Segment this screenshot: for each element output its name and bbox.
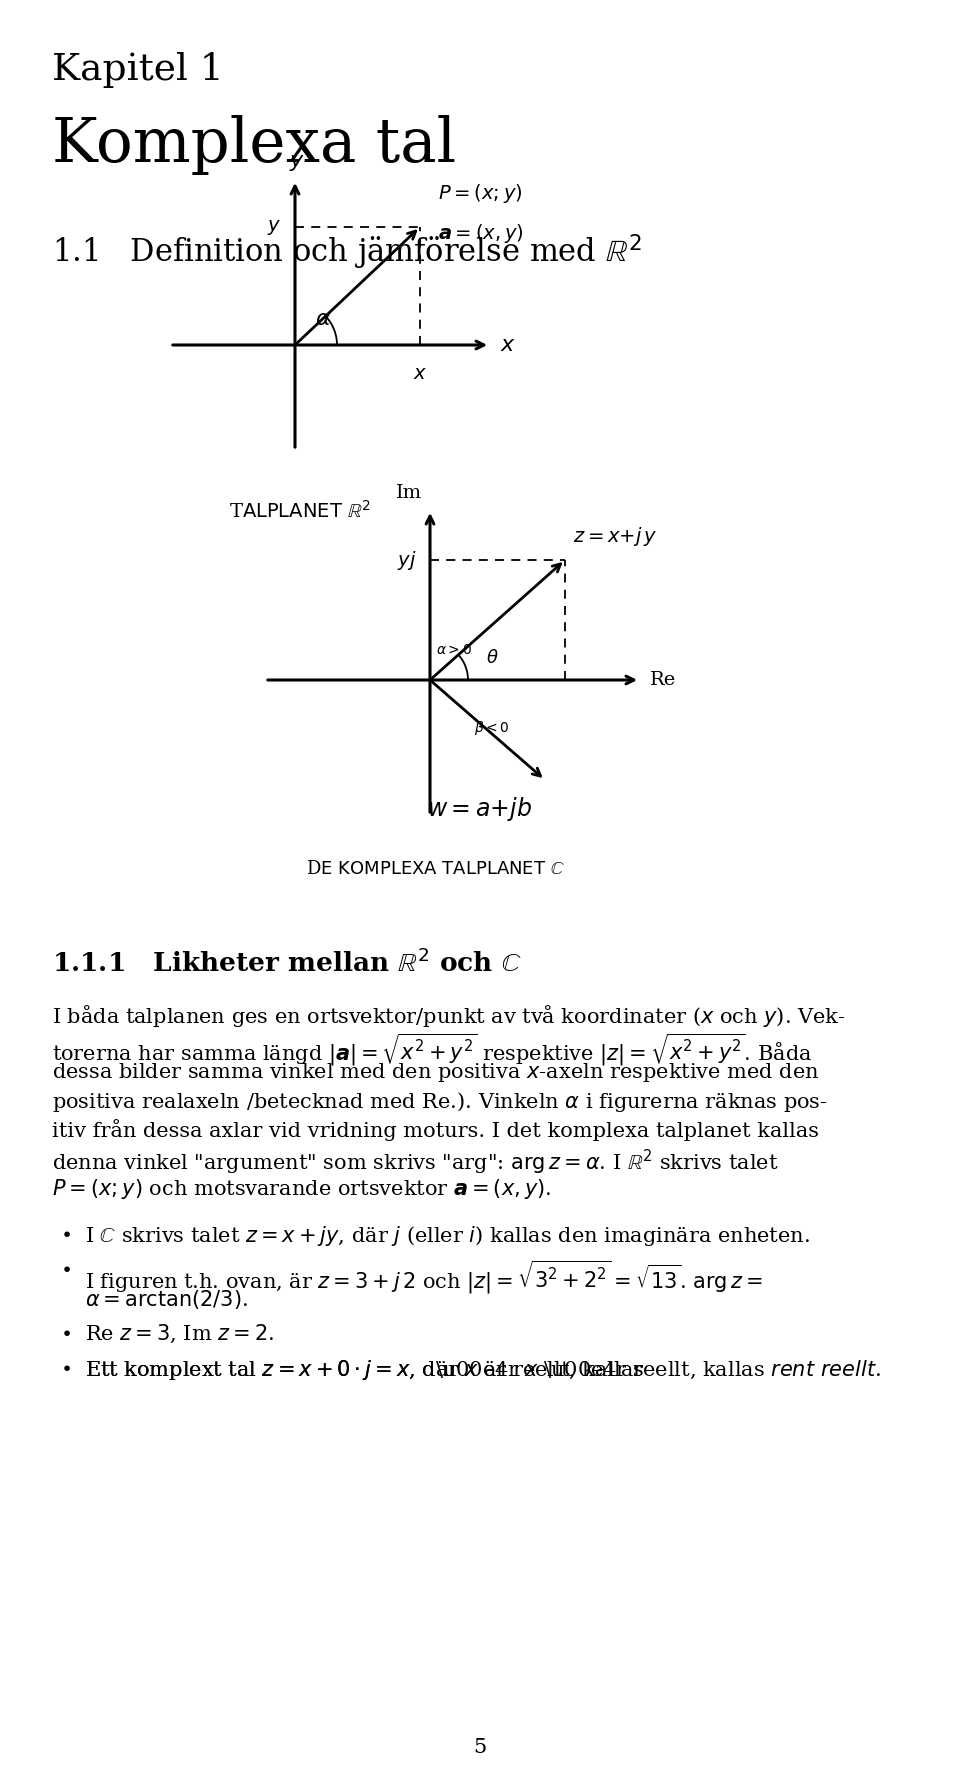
Text: 1.1   Definition och jämförelse med $\mathbb{R}^2$: 1.1 Definition och jämförelse med $\math… [52,232,641,271]
Text: $w{=}a{+}jb$: $w{=}a{+}jb$ [427,796,533,822]
Text: $P = (x;y)$ och motsvarande ortsvektor $\boldsymbol{a} = (x, y)$.: $P = (x;y)$ och motsvarande ortsvektor $… [52,1177,551,1201]
Text: Im: Im [396,484,422,501]
Text: itiv från dessa axlar vid vridning moturs. I det komplexa talplanet kallas: itiv från dessa axlar vid vridning motur… [52,1118,819,1141]
Text: $\boldsymbol{a}{=}(x,y)$: $\boldsymbol{a}{=}(x,y)$ [438,222,524,245]
Text: $\alpha$: $\alpha$ [315,308,331,330]
Text: $z{=}x{+}j\,y$: $z{=}x{+}j\,y$ [573,525,658,548]
Text: Re: Re [650,672,676,689]
Text: dessa bilder samma vinkel med den positiva $x$-axeln respektive med den: dessa bilder samma vinkel med den positi… [52,1061,819,1084]
Text: T$\mathrm{ALPLANET}\ \mathbb{R}^2$: T$\mathrm{ALPLANET}\ \mathbb{R}^2$ [228,500,372,523]
Text: $\alpha{>}0$: $\alpha{>}0$ [436,643,472,657]
Text: $\theta$: $\theta$ [486,649,498,666]
Text: $\bullet$: $\bullet$ [60,1224,70,1242]
Text: 1.1.1   Likheter mellan $\mathbb{R}^2$ och $\mathbb{C}$: 1.1.1 Likheter mellan $\mathbb{R}^2$ och… [52,948,522,976]
Text: D$\mathrm{E\ KOMPLEXA\ TALPLANET}\ \mathbb{C}$: D$\mathrm{E\ KOMPLEXA\ TALPLANET}\ \math… [305,859,564,877]
Text: denna vinkel "argument" som skrivs "arg": $\arg z = \alpha$. I $\mathbb{R}^2$ sk: denna vinkel "argument" som skrivs "arg"… [52,1148,779,1177]
Text: $\alpha = \arctan(2/3)$.: $\alpha = \arctan(2/3)$. [85,1288,248,1311]
Text: $y$: $y$ [267,218,281,236]
Text: $\bullet$: $\bullet$ [60,1357,70,1377]
Text: $\beta{<}0$: $\beta{<}0$ [474,719,510,737]
Text: $\bullet$: $\bullet$ [60,1324,70,1341]
Text: I $\mathbb{C}$ skrivs talet $z = x+jy$, där $j$ (eller $i$) kallas den imaginära: I $\mathbb{C}$ skrivs talet $z = x+jy$, … [85,1224,810,1247]
Text: $y$: $y$ [289,151,305,174]
Text: Komplexa tal: Komplexa tal [52,115,456,175]
Text: $P{=}(x;y)$: $P{=}(x;y)$ [438,183,523,206]
Text: Re $z = 3$, Im $z = 2$.: Re $z = 3$, Im $z = 2$. [85,1324,275,1345]
Text: 5: 5 [473,1738,487,1758]
Text: torerna har samma längd $|\boldsymbol{a}| = \sqrt{x^2+y^2}$ respektive $|z| = \s: torerna har samma längd $|\boldsymbol{a}… [52,1031,812,1069]
Text: Ett komplext tal $z = x + 0 \cdot j = x$, d\u00e4r $x$ \u00e4r reellt, kallas $\: Ett komplext tal $z = x + 0 \cdot j = x$… [85,1357,881,1382]
Text: Kapitel 1: Kapitel 1 [52,51,224,89]
Text: $x$: $x$ [413,365,427,383]
Text: $yj$: $yj$ [396,549,416,572]
Text: Ett komplext tal $z = x + 0 \cdot j = x$, där $x$ är reellt, kallas: Ett komplext tal $z = x + 0 \cdot j = x$… [85,1357,645,1382]
Text: I figuren t.h. ovan, är $z = 3+j\,2$ och $|z| = \sqrt{3^2+2^2} = \sqrt{13}$. $\a: I figuren t.h. ovan, är $z = 3+j\,2$ och… [85,1258,763,1297]
Text: $\bullet$: $\bullet$ [60,1258,70,1278]
Text: positiva realaxeln /betecknad med Re.). Vinkeln $\alpha$ i figurerna räknas pos-: positiva realaxeln /betecknad med Re.). … [52,1090,828,1115]
Text: I båda talplanen ges en ortsvektor/punkt av två koordinater ($x$ och $y$). Vek-: I båda talplanen ges en ortsvektor/punkt… [52,1003,846,1030]
Text: $x$: $x$ [500,333,516,356]
